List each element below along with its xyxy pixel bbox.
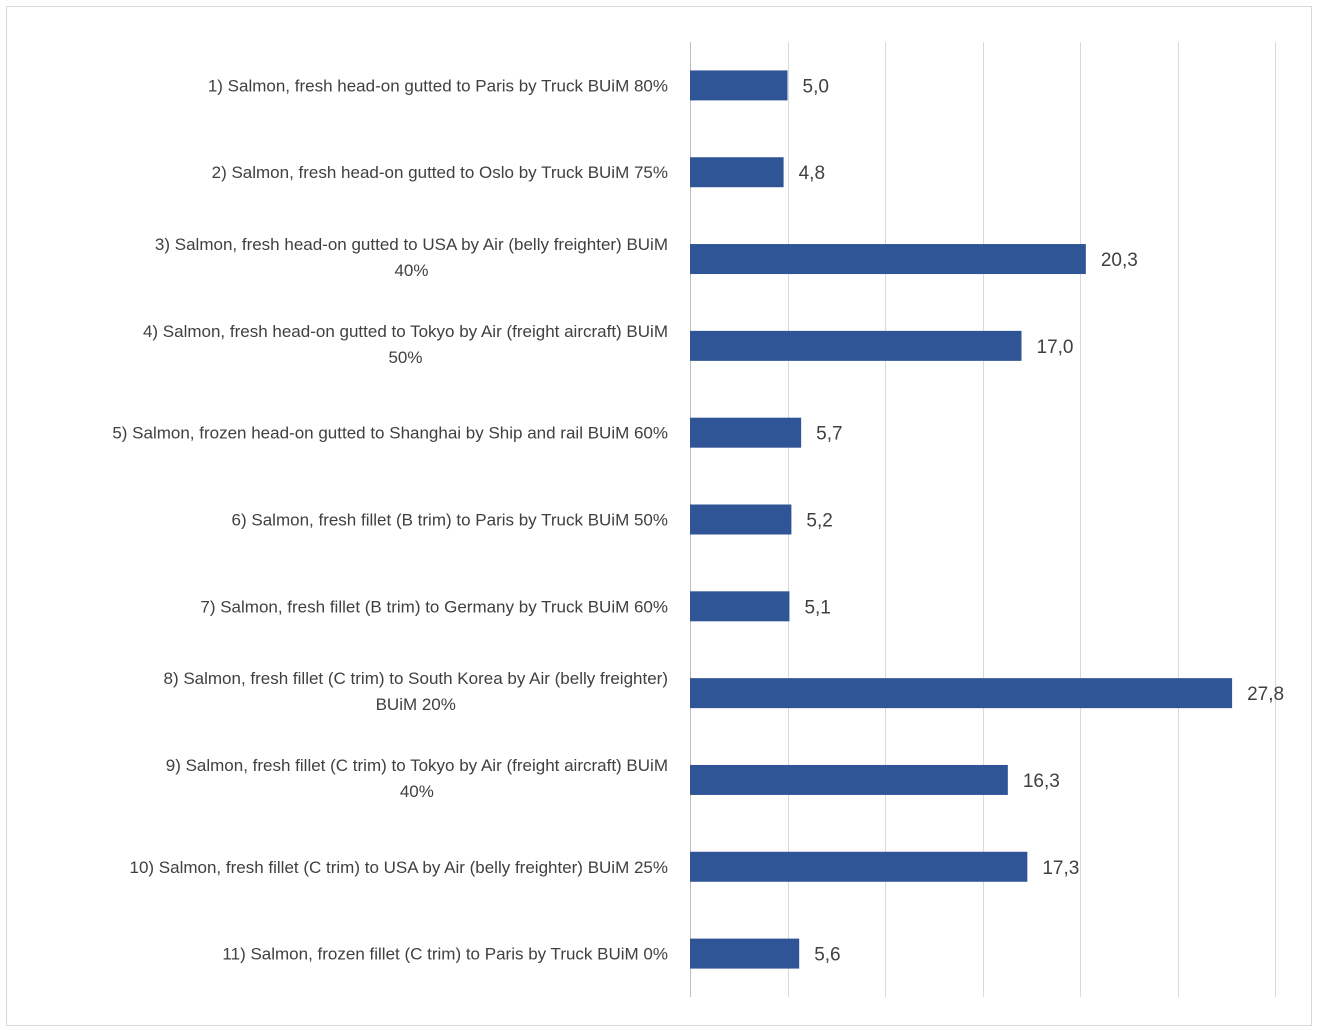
value-label-10: 17,3 xyxy=(1042,858,1079,879)
category-label-5: 5) Salmon, frozen head-on gutted to Shan… xyxy=(112,424,668,443)
category-label-9: 9) Salmon, fresh fillet (C trim) to Toky… xyxy=(166,756,668,801)
category-labels: 1) Salmon, fresh head-on gutted to Paris… xyxy=(112,76,668,963)
category-label-4: 4) Salmon, fresh head-on gutted to Tokyo… xyxy=(143,322,668,367)
bar-3 xyxy=(690,244,1086,275)
bar-4 xyxy=(690,330,1022,361)
bar-10 xyxy=(690,851,1028,882)
category-label-11: 11) Salmon, frozen fillet (C trim) to Pa… xyxy=(222,945,668,964)
value-label-4: 17,0 xyxy=(1037,337,1074,358)
gridlines xyxy=(690,42,1276,997)
bar-5 xyxy=(690,417,802,448)
value-label-9: 16,3 xyxy=(1023,771,1060,792)
bar-7 xyxy=(690,591,790,622)
bar-9 xyxy=(690,764,1008,795)
category-label-3: 3) Salmon, fresh head-on gutted to USA b… xyxy=(155,235,668,280)
bars xyxy=(690,70,1233,969)
category-label-1: 1) Salmon, fresh head-on gutted to Paris… xyxy=(208,76,668,95)
category-label-8: 8) Salmon, fresh fillet (C trim) to Sout… xyxy=(163,669,668,714)
value-label-1: 5,0 xyxy=(803,76,829,97)
value-label-11: 5,6 xyxy=(814,945,840,966)
bar-2 xyxy=(690,157,784,188)
value-label-5: 5,7 xyxy=(816,424,842,445)
bar-11 xyxy=(690,938,800,969)
bar-6 xyxy=(690,504,792,535)
category-label-7: 7) Salmon, fresh fillet (B trim) to Germ… xyxy=(200,597,668,616)
bar-8 xyxy=(690,678,1233,709)
value-label-6: 5,2 xyxy=(806,511,832,532)
value-label-3: 20,3 xyxy=(1101,250,1138,271)
value-label-2: 4,8 xyxy=(799,163,825,184)
category-label-2: 2) Salmon, fresh head-on gutted to Oslo … xyxy=(212,163,668,182)
value-labels: 5,0 4,8 20,3 17,0 5,7 5,2 5,1 27,8 16,3 17,3 5,6 xyxy=(799,76,1284,965)
chart-frame xyxy=(6,6,1312,1026)
category-label-10: 10) Salmon, fresh fillet (C trim) to USA… xyxy=(130,858,669,877)
category-label-6: 6) Salmon, fresh fillet (B trim) to Pari… xyxy=(232,511,668,530)
bar-1 xyxy=(690,70,788,101)
value-label-8: 27,8 xyxy=(1247,684,1284,705)
value-label-7: 5,1 xyxy=(804,597,830,618)
